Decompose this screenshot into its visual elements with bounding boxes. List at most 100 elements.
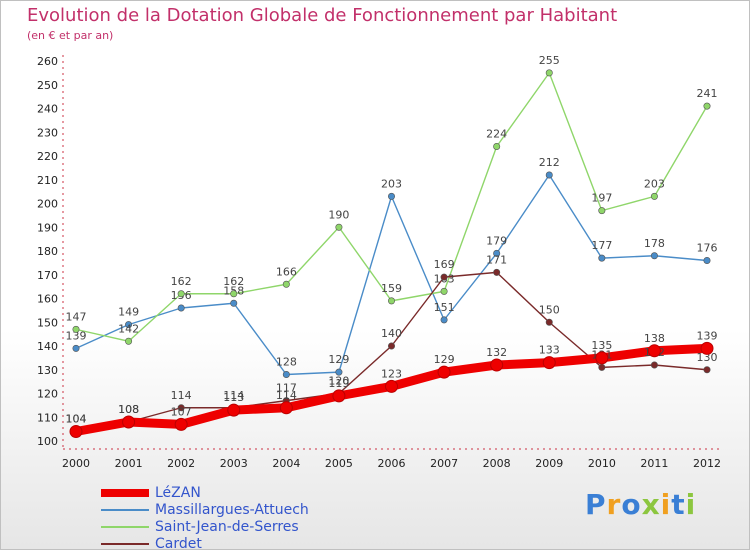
data-point <box>230 290 238 298</box>
data-label: 133 <box>539 344 560 357</box>
data-label: 162 <box>171 275 192 288</box>
brand-logo: Proxiti <box>585 488 696 521</box>
data-point <box>703 366 711 374</box>
y-tick-label: 160 <box>37 293 58 306</box>
legend-label: LéZAN <box>155 485 201 501</box>
data-label: 169 <box>434 258 455 271</box>
y-tick-label: 190 <box>37 221 58 234</box>
data-point <box>387 297 395 305</box>
x-tick-label: 2010 <box>588 457 616 470</box>
data-point <box>650 361 658 369</box>
data-point <box>72 325 80 333</box>
x-tick-label: 2006 <box>378 457 406 470</box>
line-chart: 100 110 120 130 140 150 160 170 180 190 200 210 220 2… <box>37 54 721 470</box>
x-tick-label: 2007 <box>430 457 458 470</box>
data-point <box>279 401 293 415</box>
y-tick-label: 230 <box>37 126 58 139</box>
data-point <box>332 389 346 403</box>
x-tick-label: 2005 <box>325 457 353 470</box>
data-label: 114 <box>171 389 192 402</box>
legend-label: Saint-Jean-de-Serres <box>155 519 299 535</box>
brand-letter: x <box>641 488 661 521</box>
data-point <box>125 321 133 329</box>
x-tick-label: 2000 <box>62 457 90 470</box>
data-point <box>545 318 553 326</box>
y-tick-label: 220 <box>37 150 58 163</box>
data-point <box>598 207 606 215</box>
data-label: 128 <box>276 356 297 369</box>
y-tick-label: 180 <box>37 245 58 258</box>
data-point <box>545 171 553 179</box>
data-point <box>493 249 501 257</box>
data-label: 166 <box>276 265 297 278</box>
chart-title: Evolution de la Dotation Globale de Fonc… <box>27 5 618 26</box>
data-point <box>703 102 711 110</box>
data-label: 147 <box>66 310 87 323</box>
data-point <box>542 356 556 370</box>
data-label: 120 <box>328 375 349 388</box>
y-tick-label: 170 <box>37 269 58 282</box>
legend-swatch <box>101 526 149 528</box>
y-tick-label: 250 <box>37 79 58 92</box>
data-label: 224 <box>486 128 507 141</box>
legend-item: Cardet <box>101 536 361 553</box>
data-point <box>282 370 290 378</box>
y-tick-label: 260 <box>37 55 58 68</box>
data-label: 108 <box>118 403 139 416</box>
data-label: 190 <box>328 208 349 221</box>
x-tick-label: 2011 <box>640 457 668 470</box>
y-tick-label: 110 <box>37 411 58 424</box>
x-tick-label: 2001 <box>115 457 143 470</box>
y-tick-label: 200 <box>37 198 58 211</box>
data-label: 119 <box>328 377 349 390</box>
data-point <box>440 273 448 281</box>
data-point <box>598 254 606 262</box>
brand-letter: t <box>671 488 686 521</box>
data-label: 114 <box>223 389 244 402</box>
legend: LéZAN Massillargues-Attuech Saint-Jean-de-… <box>101 485 361 553</box>
data-label: 197 <box>591 192 612 205</box>
y-tick-label: 120 <box>37 388 58 401</box>
data-label: 107 <box>171 405 192 418</box>
data-point <box>177 304 185 312</box>
data-point <box>493 268 501 276</box>
data-point <box>493 143 501 151</box>
data-label: 171 <box>486 253 507 266</box>
data-label: 130 <box>697 351 718 364</box>
data-point <box>230 299 238 307</box>
data-label: 203 <box>644 177 665 190</box>
data-point <box>598 363 606 371</box>
y-tick-label: 240 <box>37 103 58 116</box>
data-point <box>122 415 136 429</box>
brand-letter: P <box>585 488 607 521</box>
data-label: 104 <box>66 413 87 426</box>
x-tick-label: 2002 <box>167 457 195 470</box>
data-point <box>595 351 609 365</box>
data-point <box>440 287 448 295</box>
x-tick-label: 2012 <box>693 457 721 470</box>
chart-subtitle: (en € et par an) <box>27 29 114 42</box>
data-label: 179 <box>486 234 507 247</box>
data-label: 241 <box>697 87 718 100</box>
data-point <box>174 417 188 431</box>
brand-letter: i <box>660 488 672 521</box>
data-label: 135 <box>591 339 612 352</box>
y-tick-label: 150 <box>37 316 58 329</box>
x-tick-label: 2003 <box>220 457 248 470</box>
data-label: 212 <box>539 156 560 169</box>
data-label: 108 <box>118 403 139 416</box>
data-label: 104 <box>66 413 87 426</box>
data-point <box>650 252 658 260</box>
data-label: 117 <box>276 382 297 395</box>
data-point <box>700 341 714 355</box>
data-label: 151 <box>434 301 455 314</box>
data-label: 149 <box>118 306 139 319</box>
data-label: 114 <box>276 389 297 402</box>
data-label: 139 <box>697 329 718 342</box>
data-label: 123 <box>381 367 402 380</box>
y-tick-label: 100 <box>37 435 58 448</box>
data-label: 113 <box>223 391 244 404</box>
x-tick-label: 2004 <box>272 457 300 470</box>
x-tick-label: 2008 <box>483 457 511 470</box>
data-label: 150 <box>539 303 560 316</box>
